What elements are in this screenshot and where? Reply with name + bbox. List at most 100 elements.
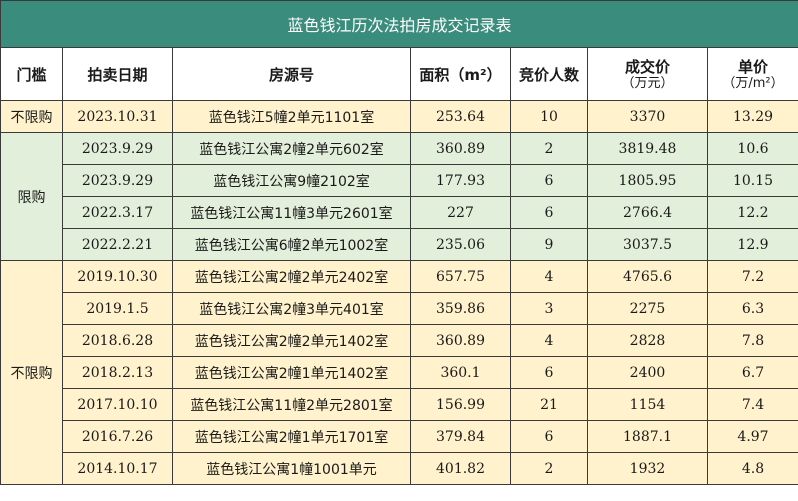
- property-cell: 蓝色钱江公寓2幢1单元1402室: [172, 356, 411, 389]
- header-price: 成交价 （万元）: [587, 47, 708, 101]
- bidders-cell: 3: [510, 292, 588, 325]
- unit-price-cell: 7.2: [706, 260, 798, 293]
- price-cell: 3037.5: [587, 228, 708, 261]
- price-cell: 2766.4: [587, 196, 708, 229]
- table-row: 限购 2023.9.29 蓝色钱江公寓2幢2单元602室 360.89 2 3819.48…: [0, 132, 798, 261]
- header-unit-price-unit: （万/m²）: [722, 75, 784, 91]
- table-row: 2017.10.10 蓝色钱江公寓11幢2单元2801室 156.99 21 1154 7…: [1, 388, 798, 421]
- area-cell: 156.99: [410, 388, 511, 421]
- unit-price-cell: 12.2: [706, 196, 798, 229]
- header-property: 房源号: [172, 47, 411, 101]
- price-cell: 1932: [587, 452, 708, 485]
- area-cell: 360.89: [410, 324, 511, 357]
- bidders-cell: 2: [510, 132, 588, 165]
- unit-price-cell: 6.7: [706, 356, 798, 389]
- bidders-cell: 6: [510, 196, 588, 229]
- date-cell: 2017.10.10: [62, 388, 173, 421]
- property-cell: 蓝色钱江公寓11幢2单元2801室: [172, 388, 411, 421]
- property-cell: 蓝色钱江公寓9幢2102室: [172, 164, 411, 197]
- table-row: 2022.3.17 蓝色钱江公寓11幢3单元2601室 227 6 2766.4 12.2: [1, 196, 798, 229]
- area-cell: 401.82: [410, 452, 511, 485]
- property-cell: 蓝色钱江公寓11幢3单元2601室: [172, 196, 411, 229]
- price-cell: 3819.48: [587, 132, 708, 165]
- unit-price-cell: 12.9: [706, 228, 798, 261]
- header-unit-price: 单价 （万/m²）: [706, 47, 798, 101]
- header-price-label: 成交价: [624, 57, 670, 76]
- date-cell: 2022.3.17: [62, 196, 173, 229]
- table-row: 2022.2.21 蓝色钱江公寓6幢2单元1002室 235.06 9 3037.5 12…: [1, 228, 798, 261]
- price-cell: 1154: [587, 388, 708, 421]
- auction-record-table: 蓝色钱江历次法拍房成交记录表 门槛 拍卖日期 房源号 面积（m²） 竞价人数 成…: [0, 0, 798, 485]
- price-cell: 2400: [587, 356, 708, 389]
- table-row: 2023.9.29 蓝色钱江公寓9幢2102室 177.93 6 1805.95 10.1…: [1, 164, 798, 197]
- date-cell: 2023.10.31: [62, 100, 173, 133]
- area-cell: 177.93: [410, 164, 511, 197]
- header-tier: 门槛: [0, 47, 63, 101]
- table-row: 2014.10.17 蓝色钱江公寓1幢1001单元 401.82 2 1932 4.8: [1, 452, 798, 485]
- tier-cell: 不限购: [0, 260, 63, 485]
- date-cell: 2014.10.17: [62, 452, 173, 485]
- area-cell: 360.89: [410, 132, 511, 165]
- price-cell: 4765.6: [587, 260, 708, 293]
- property-cell: 蓝色钱江5幢2单元1101室: [172, 100, 411, 133]
- unit-price-cell: 7.8: [706, 324, 798, 357]
- tier-cell: 限购: [0, 132, 63, 261]
- tier-cell: 不限购: [0, 100, 63, 133]
- property-cell: 蓝色钱江公寓1幢1001单元: [172, 452, 411, 485]
- price-cell: 2275: [587, 292, 708, 325]
- price-cell: 1887.1: [587, 420, 708, 453]
- price-cell: 2828: [587, 324, 708, 357]
- header-unit-price-label: 单价: [738, 57, 769, 76]
- header-area: 面积（m²）: [410, 47, 511, 101]
- header-date: 拍卖日期: [62, 47, 173, 101]
- date-cell: 2016.7.26: [62, 420, 173, 453]
- area-cell: 227: [410, 196, 511, 229]
- unit-price-cell: 13.29: [706, 100, 798, 133]
- area-cell: 379.84: [410, 420, 511, 453]
- bidders-cell: 10: [510, 100, 588, 133]
- table-row: 2016.7.26 蓝色钱江公寓2幢1单元1701室 379.84 6 1887.1 4.…: [1, 420, 798, 453]
- header-price-unit: （万元）: [621, 75, 674, 91]
- property-cell: 蓝色钱江公寓2幢2单元602室: [172, 132, 411, 165]
- bidders-cell: 6: [510, 356, 588, 389]
- table-row: 2018.6.28 蓝色钱江公寓2幢2单元1402室 360.89 4 2828 7.8: [1, 324, 798, 357]
- unit-price-cell: 6.3: [706, 292, 798, 325]
- area-cell: 359.86: [410, 292, 511, 325]
- unit-price-cell: 10.6: [706, 132, 798, 165]
- bidders-cell: 4: [510, 260, 588, 293]
- table-row: 2019.1.5 蓝色钱江公寓2幢3单元401室 359.86 3 2275 6.3: [1, 292, 798, 325]
- header-bidders: 竞价人数: [510, 47, 588, 101]
- bidders-cell: 4: [510, 324, 588, 357]
- bidders-cell: 6: [510, 164, 588, 197]
- date-cell: 2023.9.29: [62, 164, 173, 197]
- date-cell: 2019.1.5: [62, 292, 173, 325]
- table-row: 不限购 2019.10.30 蓝色钱江公寓2幢2单元2402室 657.75 4 4765…: [0, 260, 798, 485]
- area-cell: 657.75: [410, 260, 511, 293]
- area-cell: 253.64: [410, 100, 511, 133]
- unit-price-cell: 10.15: [706, 164, 798, 197]
- unit-price-cell: 4.8: [706, 452, 798, 485]
- unit-price-cell: 4.97: [706, 420, 798, 453]
- price-cell: 1805.95: [587, 164, 708, 197]
- area-cell: 235.06: [410, 228, 511, 261]
- bidders-cell: 21: [510, 388, 588, 421]
- table-body: 不限购 2023.10.31 蓝色钱江5幢2单元1101室 253.64 10 3370 1…: [0, 100, 798, 485]
- table-row: 2018.2.13 蓝色钱江公寓2幢1单元1402室 360.1 6 2400 6.7: [1, 356, 798, 389]
- property-cell: 蓝色钱江公寓2幢2单元1402室: [172, 324, 411, 357]
- bidders-cell: 6: [510, 420, 588, 453]
- date-cell: 2022.2.21: [62, 228, 173, 261]
- property-cell: 蓝色钱江公寓2幢1单元1701室: [172, 420, 411, 453]
- date-cell: 2023.9.29: [62, 132, 173, 165]
- bidders-cell: 9: [510, 228, 588, 261]
- area-cell: 360.1: [410, 356, 511, 389]
- price-cell: 3370: [587, 100, 708, 133]
- date-cell: 2019.10.30: [62, 260, 173, 293]
- property-cell: 蓝色钱江公寓6幢2单元1002室: [172, 228, 411, 261]
- unit-price-cell: 7.4: [706, 388, 798, 421]
- date-cell: 2018.6.28: [62, 324, 173, 357]
- property-cell: 蓝色钱江公寓2幢3单元401室: [172, 292, 411, 325]
- bidders-cell: 2: [510, 452, 588, 485]
- table-title: 蓝色钱江历次法拍房成交记录表: [0, 0, 798, 48]
- date-cell: 2018.2.13: [62, 356, 173, 389]
